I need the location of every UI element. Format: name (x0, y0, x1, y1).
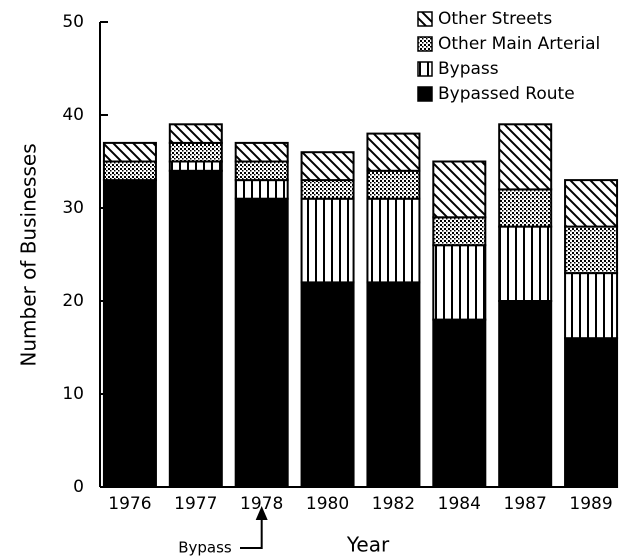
bar-segment (234, 141, 289, 163)
bar-segment (300, 179, 355, 200)
bar-segment (498, 300, 553, 488)
bar-segment (366, 197, 421, 284)
bar-segment (432, 216, 487, 247)
x-tick-label: 1980 (306, 494, 349, 514)
bar-segment (102, 141, 157, 163)
bar-segment (366, 132, 421, 172)
bar-segment (234, 160, 289, 182)
y-tick-label: 10 (62, 384, 84, 404)
x-tick-label: 1978 (240, 494, 283, 514)
bar-segment (432, 244, 487, 321)
x-axis-label: Year (346, 533, 390, 557)
y-tick-label: 40 (62, 105, 84, 125)
x-tick-label: 1976 (108, 494, 151, 514)
bar-segment (102, 160, 157, 182)
y-tick-label: 0 (73, 477, 84, 497)
bar-segment (498, 123, 553, 191)
bar-segment (564, 179, 619, 228)
annotation: Bypass (178, 539, 232, 557)
bar-segment (432, 160, 487, 219)
bar-segment (168, 160, 223, 172)
legend-swatch (417, 36, 433, 52)
x-tick-label: 1989 (569, 494, 612, 514)
annotation-arrowhead (255, 506, 268, 520)
bar-segment (300, 197, 355, 284)
legend-swatch (417, 11, 433, 27)
bar-segment (168, 141, 223, 163)
x-tick-label: 1984 (438, 494, 481, 514)
bar-segment (102, 179, 157, 488)
bar-segment (300, 151, 355, 182)
bar-segment (234, 197, 289, 488)
y-tick-label: 50 (62, 12, 84, 32)
bar-segment (564, 272, 619, 340)
x-tick-label: 1982 (372, 494, 415, 514)
bar-segment (432, 318, 487, 488)
bar-segment (498, 225, 553, 303)
bar-segment (168, 169, 223, 489)
bar-segment (366, 169, 421, 200)
x-tick-label: 1987 (504, 494, 547, 514)
legend-label: Other Main Arterial (438, 34, 600, 54)
x-tick-label: 1977 (174, 494, 217, 514)
legend-swatch (417, 61, 433, 77)
bar-segment (564, 337, 619, 489)
y-tick-label: 30 (62, 198, 84, 218)
legend-swatch (417, 86, 433, 102)
y-axis-label: Number of Businesses (17, 143, 41, 366)
legend-label: Other Streets (438, 9, 552, 29)
bar-segment (168, 123, 223, 144)
bar-segment (234, 179, 289, 200)
bar-segment (300, 281, 355, 488)
bar-segment (498, 188, 553, 228)
bar-segment (564, 225, 619, 275)
legend-label: Bypassed Route (438, 84, 575, 104)
legend-label: Bypass (438, 59, 499, 79)
y-tick-label: 20 (62, 291, 84, 311)
annotation-arrow (240, 518, 263, 549)
bar-segment (366, 281, 421, 488)
